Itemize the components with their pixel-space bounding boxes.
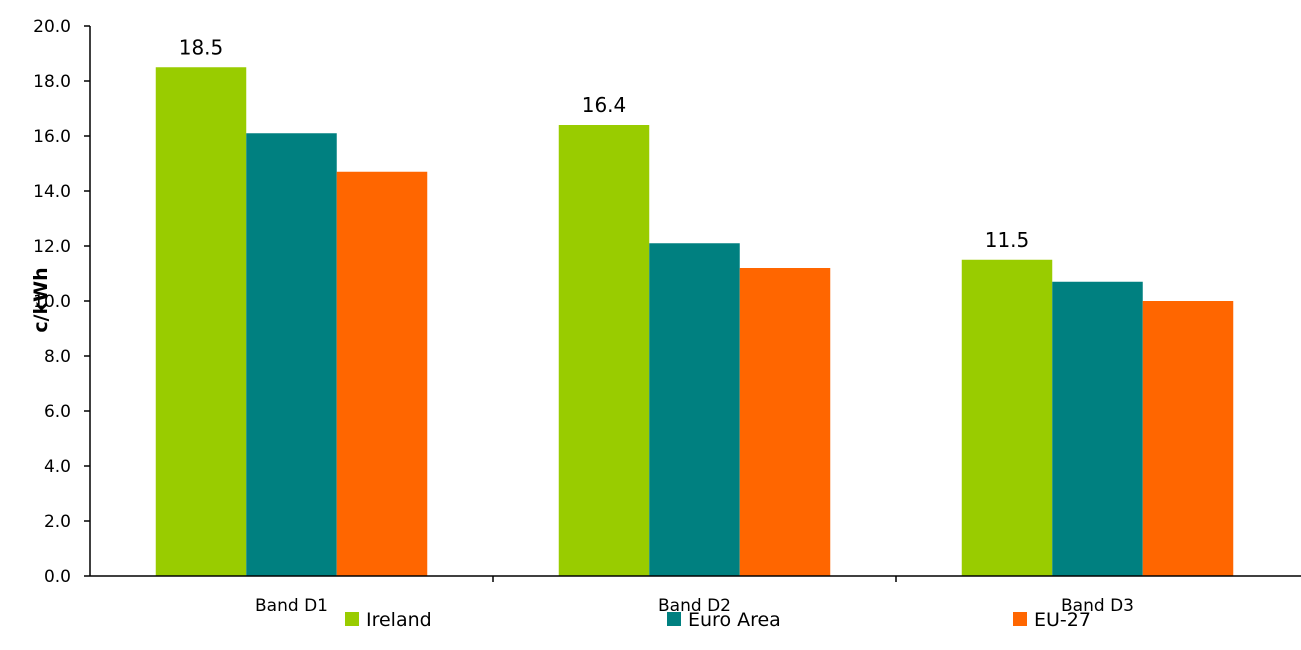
y-axis-label: c/kWh (30, 267, 52, 332)
legend: Ireland Euro Area EU-27 (345, 609, 1091, 631)
y-tick-label: 10.0 (33, 292, 71, 312)
y-tick-label: 2.0 (44, 512, 71, 532)
bar-eu-27-3 (1142, 301, 1234, 576)
y-tick-label: 18.0 (33, 72, 71, 92)
data-label: 16.4 (582, 93, 627, 117)
bar-euro-area-3 (1052, 281, 1143, 576)
x-category-label: Band D2 (658, 596, 731, 616)
data-label: 18.5 (179, 35, 224, 59)
y-tick-label: 6.0 (44, 402, 71, 422)
y-tick-label: 20.0 (33, 17, 71, 37)
y-axis-ticks: 0.0 2.0 4.0 6.0 8.0 10.0 12.0 14.0 16.0 18.0 20.0 (33, 17, 90, 587)
x-category-label: Band D1 (255, 596, 328, 616)
bar-eu-27-2 (739, 268, 831, 576)
legend-swatch (667, 612, 681, 626)
legend-swatch (1013, 612, 1027, 626)
bar-euro-area-1 (246, 133, 337, 576)
legend-swatch (345, 612, 359, 626)
legend-label: Ireland (366, 609, 432, 631)
y-tick-label: 14.0 (33, 182, 71, 202)
y-tick-label: 0.0 (44, 567, 71, 587)
data-label: 11.5 (985, 228, 1030, 252)
bars (155, 67, 1234, 576)
bar-euro-area-2 (649, 243, 740, 576)
bar-ireland-2 (558, 125, 650, 576)
y-tick-label: 4.0 (44, 457, 71, 477)
x-category-label: Band D3 (1061, 596, 1134, 616)
x-axis-ticks: Band D1 Band D2 Band D3 (255, 576, 1134, 616)
legend-label: Euro Area (688, 609, 781, 631)
y-tick-label: 12.0 (33, 237, 71, 257)
data-labels: 18.5 16.4 11.5 (179, 35, 1030, 252)
y-tick-label: 16.0 (33, 127, 71, 147)
y-tick-label: 8.0 (44, 347, 71, 367)
legend-label: EU-27 (1034, 609, 1091, 631)
bar-ireland-1 (155, 67, 247, 576)
bar-eu-27-1 (336, 171, 428, 576)
bar-ireland-3 (961, 259, 1053, 576)
